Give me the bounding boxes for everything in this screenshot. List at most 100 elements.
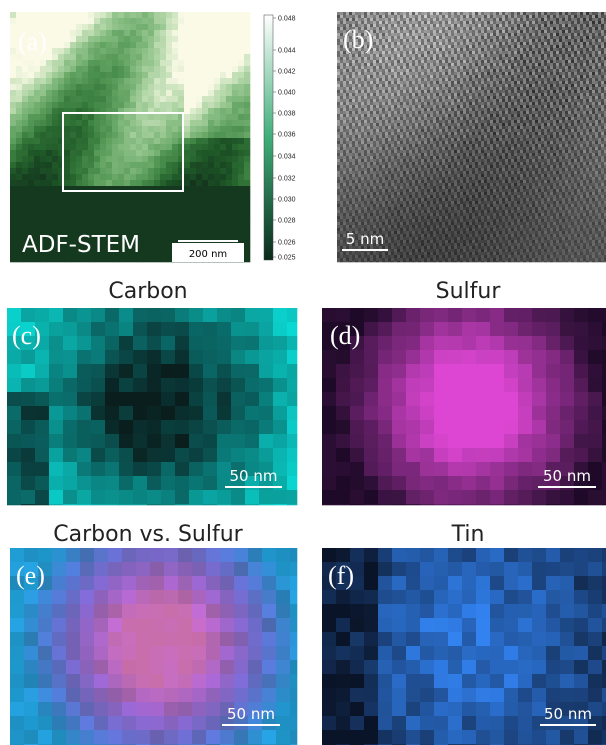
pixel: [391, 21, 394, 24]
pixel: [589, 21, 592, 24]
pixel: [142, 18, 148, 24]
pixel: [202, 120, 208, 126]
pixel: [40, 210, 46, 216]
pixel: [160, 48, 166, 54]
pixel: [556, 36, 559, 39]
pixel: [439, 105, 442, 108]
pixel: [385, 42, 388, 45]
pixel: [415, 105, 418, 108]
pixel: [340, 57, 343, 60]
pixel: [589, 108, 592, 111]
pixel: [34, 204, 40, 210]
pixel: [88, 222, 94, 228]
pixel: [388, 87, 391, 90]
pixel: [142, 36, 148, 42]
pixel: [589, 93, 592, 96]
pixel: [550, 39, 553, 42]
pixel: [592, 102, 595, 105]
pixel: [190, 48, 196, 54]
pixel: [559, 90, 562, 93]
pixel: [526, 54, 529, 57]
pixel: [220, 120, 226, 126]
pixel: [547, 63, 550, 66]
pixel: [364, 90, 367, 93]
pixel: [559, 96, 562, 99]
pixel: [184, 132, 190, 138]
pixel: [466, 48, 469, 51]
pixel: [568, 81, 571, 84]
pixel: [505, 66, 508, 69]
pixel: [457, 36, 460, 39]
pixel: [559, 78, 562, 81]
pixel: [499, 105, 502, 108]
pixel: [391, 69, 394, 72]
pixel: [547, 57, 550, 60]
pixel: [184, 108, 190, 114]
pixel: [592, 75, 595, 78]
pixel: [427, 27, 430, 30]
pixel: [595, 96, 598, 99]
pixel: [556, 12, 559, 15]
pixel: [16, 60, 22, 66]
pixel: [445, 21, 448, 24]
pixel: [574, 33, 577, 36]
pixel: [412, 93, 415, 96]
pixel: [454, 69, 457, 72]
pixel: [184, 72, 190, 78]
pixel: [226, 162, 232, 168]
pixel: [577, 54, 580, 57]
pixel: [430, 48, 433, 51]
pixel: [502, 42, 505, 45]
pixel: [238, 198, 244, 204]
pixel: [364, 87, 367, 90]
pixel: [544, 78, 547, 81]
pixel: [373, 111, 376, 114]
pixel: [433, 87, 436, 90]
pixel: [436, 33, 439, 36]
pixel: [517, 51, 520, 54]
pixel: [508, 15, 511, 18]
pixel: [508, 81, 511, 84]
pixel: [487, 69, 490, 72]
pixel: [502, 27, 505, 30]
pixel: [457, 87, 460, 90]
pixel: [340, 99, 343, 102]
pixel: [220, 180, 226, 186]
pixel: [559, 12, 562, 15]
pixel: [520, 96, 523, 99]
pixel: [10, 186, 16, 192]
pixel: [70, 84, 76, 90]
pixel: [82, 72, 88, 78]
pixel: [166, 234, 172, 240]
pixel: [388, 21, 391, 24]
pixel: [586, 84, 589, 87]
pixel: [493, 24, 496, 27]
pixel: [580, 81, 583, 84]
pixel: [100, 102, 106, 108]
pixel: [232, 156, 238, 162]
pixel: [415, 84, 418, 87]
pixel: [379, 63, 382, 66]
pixel: [46, 108, 52, 114]
pixel: [88, 90, 94, 96]
pixel: [580, 21, 583, 24]
pixel: [511, 36, 514, 39]
pixel: [562, 30, 565, 33]
pixel: [601, 15, 604, 18]
pixel: [346, 105, 349, 108]
pixel: [562, 78, 565, 81]
pixel: [442, 15, 445, 18]
pixel: [106, 90, 112, 96]
pixel: [481, 102, 484, 105]
pixel: [565, 51, 568, 54]
pixel: [376, 42, 379, 45]
pixel: [124, 144, 130, 150]
pixel: [592, 60, 595, 63]
pixel: [76, 150, 82, 156]
pixel: [64, 78, 70, 84]
pixel: [76, 36, 82, 42]
pixel: [553, 36, 556, 39]
pixel: [397, 78, 400, 81]
pixel: [583, 60, 586, 63]
pixel: [496, 111, 499, 114]
